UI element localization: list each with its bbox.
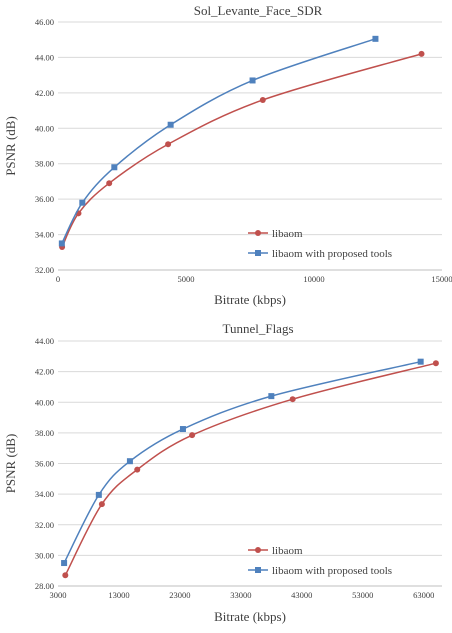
y-tick-label: 32.00 — [35, 520, 54, 530]
y-tick-label: 40.00 — [35, 397, 54, 407]
x-tick-label: 15000 — [431, 274, 452, 284]
legend-marker — [255, 547, 261, 553]
y-tick-label: 42.00 — [35, 367, 54, 377]
y-axis-label: PSNR (dB) — [3, 116, 18, 176]
y-tick-label: 44.00 — [35, 52, 54, 62]
series-proposed — [61, 358, 424, 567]
data-point — [95, 491, 102, 498]
chart-title: Sol_Levante_Face_SDR — [194, 3, 323, 18]
data-point — [106, 180, 113, 187]
chart-2: Tunnel_Flags 28.00 30.00 32.00 34.00 36.00 38.… — [3, 321, 442, 624]
x-tick-label: 5000 — [178, 274, 195, 284]
x-tick-label: 53000 — [352, 590, 373, 600]
x-tick-label: 23000 — [169, 590, 190, 600]
series-libaom — [62, 360, 439, 579]
y-tick-label: 46.00 — [35, 17, 54, 27]
y-tick-label: 32.00 — [35, 265, 54, 275]
y-tick-label: 28.00 — [35, 581, 54, 591]
data-point — [372, 35, 379, 42]
x-tick-label: 0 — [56, 274, 60, 284]
data-point — [259, 96, 266, 103]
legend-label: libaom with proposed tools — [272, 248, 392, 260]
series-proposed — [58, 35, 379, 247]
legend-marker — [255, 230, 261, 236]
chart-1: Sol_Levante_Face_SDR 32.00 34.00 36.00 38.00… — [3, 3, 452, 307]
y-tick-label: 38.00 — [35, 159, 54, 169]
series-line — [63, 360, 421, 564]
legend-label: libaom with proposed tools — [272, 565, 392, 577]
data-point — [62, 572, 69, 579]
legend-marker — [255, 250, 261, 256]
x-tick-label: 43000 — [291, 590, 312, 600]
data-point — [432, 360, 439, 367]
series-line — [61, 38, 376, 244]
x-axis-label: Bitrate (kbps) — [214, 609, 286, 624]
x-tick-label: 10000 — [303, 274, 324, 284]
y-tick-label: 30.00 — [35, 550, 54, 560]
y-tick-label: 42.00 — [35, 88, 54, 98]
y-tick-label: 38.00 — [35, 428, 54, 438]
series-line — [61, 53, 422, 248]
x-tick-label: 63000 — [413, 590, 434, 600]
y-tick-label: 36.00 — [35, 459, 54, 469]
x-tick-label: 13000 — [108, 590, 129, 600]
data-point — [249, 77, 256, 84]
legend: libaom libaom with proposed tools — [248, 545, 392, 577]
data-point — [98, 501, 105, 508]
legend-label: libaom — [272, 545, 303, 557]
data-point — [179, 426, 186, 433]
data-point — [61, 560, 68, 567]
chart-title: Tunnel_Flags — [222, 321, 293, 336]
data-point — [165, 141, 172, 148]
data-point — [58, 240, 65, 247]
legend-label: libaom — [272, 228, 303, 240]
data-point — [126, 458, 133, 465]
y-tick-label: 40.00 — [35, 123, 54, 133]
y-axis-label: PSNR (dB) — [3, 434, 18, 494]
y-tick-label: 34.00 — [35, 489, 54, 499]
data-point — [418, 50, 425, 57]
x-axis-label: Bitrate (kbps) — [214, 292, 286, 307]
data-point — [134, 466, 141, 473]
data-point — [189, 432, 196, 439]
y-tick-label: 36.00 — [35, 194, 54, 204]
y-tick-label: 34.00 — [35, 230, 54, 240]
data-point — [167, 121, 174, 128]
x-tick-label: 3000 — [50, 590, 67, 600]
data-point — [268, 393, 275, 400]
x-tick-label: 33000 — [230, 590, 251, 600]
series-libaom — [59, 50, 425, 250]
data-point — [417, 358, 424, 365]
data-point — [111, 164, 118, 171]
legend: libaom libaom with proposed tools — [248, 228, 392, 260]
data-point — [79, 199, 86, 206]
data-point — [289, 396, 296, 403]
legend-marker — [255, 567, 261, 573]
y-tick-label: 44.00 — [35, 336, 54, 346]
